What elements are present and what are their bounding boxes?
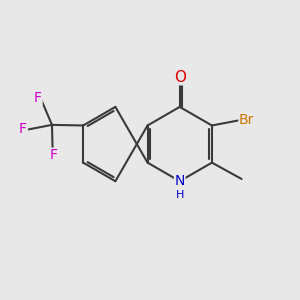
Text: Br: Br: [239, 113, 254, 127]
Text: F: F: [18, 122, 26, 136]
Text: F: F: [34, 91, 42, 105]
Text: H: H: [176, 190, 184, 200]
Text: O: O: [174, 70, 186, 85]
Text: F: F: [49, 148, 57, 162]
Text: N: N: [175, 174, 185, 188]
